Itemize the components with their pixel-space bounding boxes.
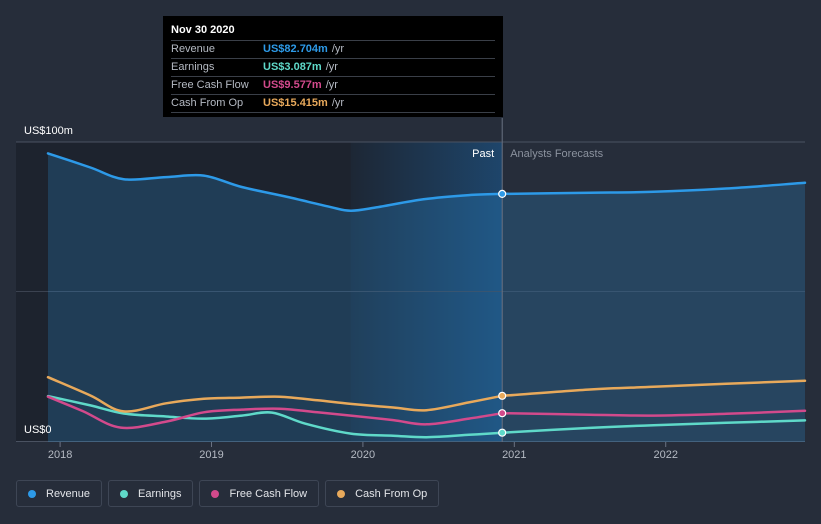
tooltip-label: Cash From Op: [171, 97, 244, 109]
series-line-cash-from-op-forecast: [500, 379, 807, 398]
tooltip-unit: /yr: [325, 61, 338, 73]
area-revenue: [48, 153, 503, 442]
tooltip-value: US$82.704m: [263, 43, 328, 55]
y-tick-label-top: US$100m: [24, 125, 73, 137]
tooltip-value: US$9.577m: [263, 79, 322, 91]
tooltip-label: Revenue: [171, 43, 216, 55]
tooltip-date: Nov 30 2020: [171, 24, 235, 36]
tooltip-value: US$3.087m: [263, 61, 322, 73]
series-line-free-cash-flow: [46, 395, 504, 430]
tooltip-row-earnings: Earnings US$3.087m /yr: [171, 58, 495, 76]
tooltip-label: Earnings: [171, 61, 215, 73]
series-line-revenue: [46, 152, 504, 212]
tooltip-label: Free Cash Flow: [171, 79, 249, 91]
tooltip-unit: /yr: [331, 43, 345, 55]
tooltip-value: US$15.415m: [263, 97, 328, 109]
series-line-earnings-forecast: [500, 419, 807, 434]
marker-cash-from-op: [498, 391, 507, 400]
x-tick-label: 2022: [653, 449, 677, 461]
x-tick-label: 2020: [351, 449, 375, 461]
legend-dot-icon: [211, 489, 220, 498]
forecast-label: Analysts Forecasts: [510, 148, 603, 160]
legend-item-revenue[interactable]: Revenue: [16, 480, 103, 507]
tooltip-unit: /yr: [331, 97, 345, 109]
legend-item-free-cash-flow[interactable]: Free Cash Flow: [199, 480, 320, 507]
series-line-revenue-forecast: [500, 181, 807, 196]
legend-label: Free Cash Flow: [229, 487, 308, 500]
legend-item-cash-from-op[interactable]: Cash From Op: [325, 480, 440, 507]
area-revenue-forecast: [502, 182, 805, 443]
tooltip-row-cash-from-op: Cash From Op US$15.415m /yr: [171, 94, 495, 113]
tooltip-unit: /yr: [325, 79, 338, 91]
legend-dot-icon: [120, 489, 129, 498]
legend-item-earnings[interactable]: Earnings: [108, 480, 194, 507]
x-tick-label: 2018: [48, 449, 72, 461]
series-line-free-cash-flow-forecast: [500, 409, 807, 417]
legend-label: Earnings: [138, 487, 182, 500]
legend-dot-icon: [337, 489, 346, 498]
tooltip: Nov 30 2020 Revenue US$82.704m /yr Earni…: [163, 16, 503, 117]
tooltip-row-revenue: Revenue US$82.704m /yr: [171, 40, 495, 58]
legend-label: Revenue: [46, 487, 91, 500]
legend-label: Cash From Op: [355, 487, 428, 500]
legend-dot-icon: [28, 489, 36, 498]
past-label: Past: [472, 148, 494, 160]
series-line-earnings: [46, 394, 504, 439]
y-tick-label-bottom: US$0: [24, 424, 52, 436]
marker-free-cash-flow: [498, 409, 507, 418]
marker-revenue: [498, 189, 507, 198]
x-tick-label: 2019: [199, 449, 223, 461]
x-tick-label: 2021: [502, 449, 526, 461]
series-line-cash-from-op: [46, 375, 504, 413]
marker-earnings: [498, 428, 507, 437]
legend: Revenue Earnings Free Cash Flow Cash Fro…: [16, 480, 440, 507]
tooltip-row-free-cash-flow: Free Cash Flow US$9.577m /yr: [171, 76, 495, 94]
